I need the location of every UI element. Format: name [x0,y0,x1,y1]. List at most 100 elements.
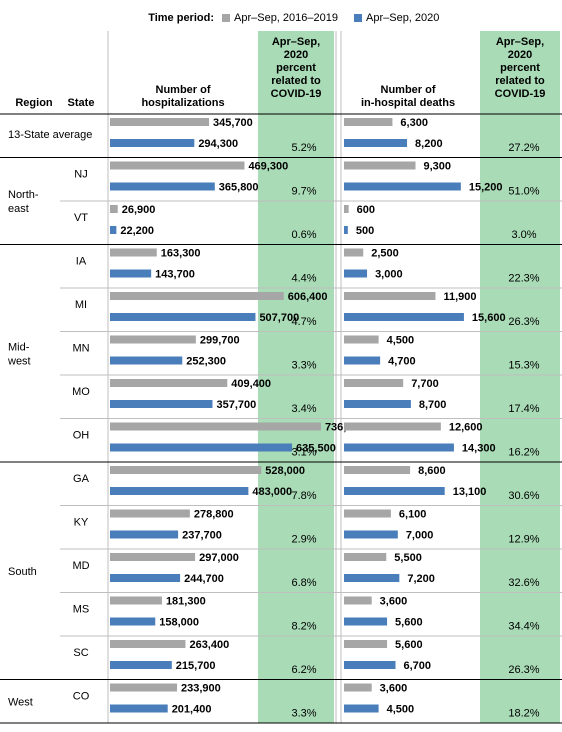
label-deaths-2020: 14,300 [462,443,496,455]
state-label: IA [76,256,87,268]
bar-hosp-2016-2019 [110,161,245,170]
label-deaths-2016-2019: 4,500 [387,335,415,347]
state-label: MO [72,386,90,398]
bar-hosp-2016-2019 [110,640,186,648]
header-hosp-percent: COVID-19 [271,88,322,100]
hosp-percent: 2.9% [291,534,316,546]
label-hosp-2020: 507,700 [259,312,299,324]
label-hosp-2016-2019: 263,400 [189,639,229,651]
label-hosp-2020: 365,800 [219,182,259,194]
label-hosp-2016-2019: 409,400 [231,378,271,390]
state-label: NJ [74,169,87,181]
state-label: 13-State average [8,129,92,141]
bar-hosp-2016-2019 [110,683,178,692]
bar-deaths-2020 [344,661,396,669]
label-deaths-2016-2019: 3,600 [380,596,408,608]
hosp-percent: 9.7% [291,186,316,198]
bar-hosp-2020 [110,356,183,365]
death-percent: 17.4% [508,403,539,415]
label-hosp-2020: 357,700 [216,399,256,411]
region-label: South [8,566,37,578]
bar-hosp-2020 [110,226,117,234]
label-hosp-2016-2019: 26,900 [122,204,156,216]
label-deaths-2020: 4,700 [388,356,416,368]
bar-deaths-2016-2019 [344,466,411,474]
death-percent: 34.4% [508,621,539,633]
bar-deaths-2016-2019 [344,248,364,257]
label-deaths-2016-2019: 2,500 [371,248,399,260]
label-deaths-2016-2019: 5,500 [394,552,422,564]
bar-deaths-2016-2019 [344,553,387,561]
bar-deaths-2020 [344,139,408,147]
label-deaths-2020: 13,100 [453,486,487,498]
bar-deaths-2020 [344,704,379,713]
label-hosp-2020: 215,700 [176,660,216,672]
bar-deaths-2016-2019 [344,596,372,605]
label-hosp-2016-2019: 528,000 [265,465,305,477]
label-hosp-2020: 483,000 [252,486,292,498]
hosp-percent: 3.1% [291,447,316,459]
bar-deaths-2016-2019 [344,422,441,431]
label-hosp-2020: 22,200 [120,225,154,237]
header-death-percent: 2020 [508,49,532,61]
bar-deaths-2016-2019 [344,205,349,213]
label-deaths-2016-2019: 9,300 [423,161,451,173]
label-deaths-2016-2019: 7,700 [411,378,439,390]
bar-deaths-2020 [344,487,445,495]
death-percent: 22.3% [508,273,539,285]
bar-hosp-2016-2019 [110,248,157,257]
bar-deaths-2016-2019 [344,292,436,300]
death-percent: 26.3% [508,316,539,328]
hosp-percent: 3.3% [291,360,316,372]
header-death-percent: Apr–Sep, [496,36,544,48]
legend-title: Time period: [148,12,214,24]
header-deaths: Number of [381,84,436,96]
bar-hosp-2020 [110,487,249,495]
state-label: GA [73,473,90,485]
region-label: east [8,203,29,215]
label-hosp-2016-2019: 278,800 [194,509,234,521]
bar-hosp-2016-2019 [110,292,284,300]
bar-hosp-2020 [110,617,156,626]
hosp-percent: 4.4% [291,273,316,285]
bar-hosp-2016-2019 [110,553,196,561]
label-deaths-2016-2019: 3,600 [380,683,408,695]
bar-hosp-2020 [110,139,195,147]
state-label: MI [75,299,87,311]
header-hosp-percent: percent [276,62,316,74]
hosp-percent: 0.6% [291,229,316,241]
death-percent: 18.2% [508,708,539,720]
state-label: CO [73,691,90,703]
bar-hosp-2016-2019 [110,466,262,474]
label-deaths-2016-2019: 11,900 [443,291,476,303]
label-hosp-2016-2019: 606,400 [288,291,328,303]
state-label: OH [73,430,90,442]
hosp-percent: 6.8% [291,577,316,589]
label-hosp-2016-2019: 469,300 [248,161,288,173]
header-deaths: in-hospital deaths [361,97,455,109]
hosp-percent-column-bg [258,31,334,723]
bar-hosp-2020 [110,530,179,539]
label-deaths-2020: 6,700 [404,660,432,672]
region-label: west [7,355,31,367]
bar-deaths-2020 [344,443,454,452]
hosp-percent: 4.7% [291,316,316,328]
bar-hosp-2020 [110,661,172,669]
state-label: MN [72,343,89,355]
bar-hosp-2020 [110,313,256,321]
death-percent: 51.0% [508,186,539,198]
death-percent: 30.6% [508,490,539,502]
label-deaths-2016-2019: 600 [357,204,375,216]
header-hosp-percent: 2020 [284,49,308,61]
header-region: Region [15,97,53,109]
hosp-percent: 5.2% [291,142,316,154]
state-label: VT [74,212,88,224]
bar-hosp-2016-2019 [110,379,228,387]
state-label: SC [73,647,88,659]
label-hosp-2016-2019: 297,000 [199,552,239,564]
label-hosp-2020: 252,300 [186,356,226,368]
death-percent: 32.6% [508,577,539,589]
label-deaths-2016-2019: 5,600 [395,639,423,651]
bar-deaths-2020 [344,226,348,234]
